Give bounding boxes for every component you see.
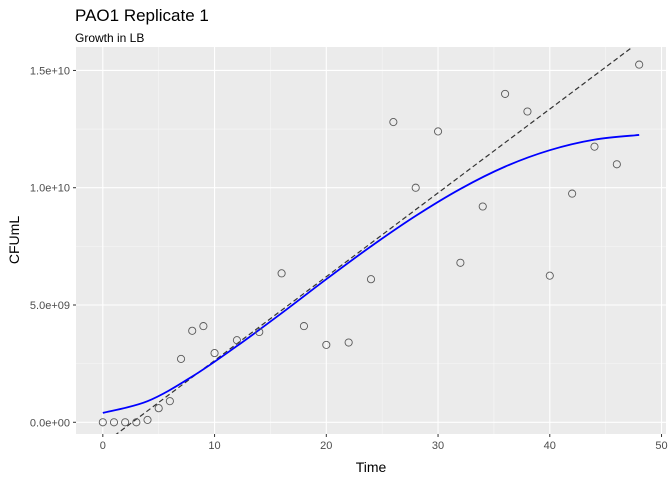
data-point (501, 89, 510, 98)
data-point (456, 258, 465, 267)
data-point (366, 275, 376, 284)
x-tick-label: 20 (320, 440, 332, 452)
y-tick-label: 5.0e+09 (30, 300, 70, 312)
y-tick-label: 1.0e+10 (30, 183, 70, 195)
data-point (176, 354, 186, 363)
data-point (199, 322, 208, 331)
data-point (255, 327, 264, 337)
x-tick-label: 40 (544, 440, 556, 452)
data-point (277, 269, 286, 278)
data-point (109, 418, 119, 427)
grid-major (76, 47, 666, 434)
data-point (121, 418, 130, 427)
data-point (232, 336, 241, 345)
data-point (568, 189, 577, 198)
x-tick-label: 30 (432, 440, 444, 452)
data-point (612, 160, 621, 169)
data-point (154, 404, 163, 413)
data-point (545, 271, 554, 280)
linear-fit-group (115, 47, 633, 434)
data-point (433, 127, 443, 136)
data-point (98, 418, 107, 427)
data-point (299, 322, 309, 331)
data-points (98, 60, 644, 427)
data-point (478, 202, 487, 211)
y-tick-label: 0.0e+00 (30, 417, 70, 429)
x-axis-ticks: 0 10 20 30 40 50 (100, 434, 668, 452)
chart-subtitle: Growth in LB (75, 31, 144, 45)
data-point (143, 415, 152, 424)
data-point (389, 118, 398, 127)
x-axis-title: Time (356, 459, 387, 475)
plot-panel (76, 47, 666, 434)
data-point (590, 142, 599, 151)
x-tick-label: 0 (100, 440, 106, 452)
data-point (210, 349, 219, 358)
x-tick-label: 50 (655, 440, 667, 452)
smooth-fit-line (102, 134, 640, 414)
data-point (411, 183, 420, 192)
chart-title: PAO1 Replicate 1 (75, 6, 209, 25)
x-tick-label: 10 (208, 440, 220, 452)
data-point (344, 338, 353, 347)
data-point (322, 340, 331, 349)
y-axis-ticks: 0.0e+00 5.0e+09 1.0e+10 1.5e+10 (30, 65, 76, 429)
data-point (523, 107, 532, 116)
data-point (188, 326, 197, 335)
linear-fit-line (115, 47, 633, 434)
data-point (132, 418, 141, 427)
data-point (165, 397, 174, 406)
y-tick-label: 1.5e+10 (30, 65, 70, 77)
data-point (635, 60, 644, 69)
smooth-fit-group (102, 134, 640, 414)
y-axis-title: CFUmL (6, 216, 22, 264)
